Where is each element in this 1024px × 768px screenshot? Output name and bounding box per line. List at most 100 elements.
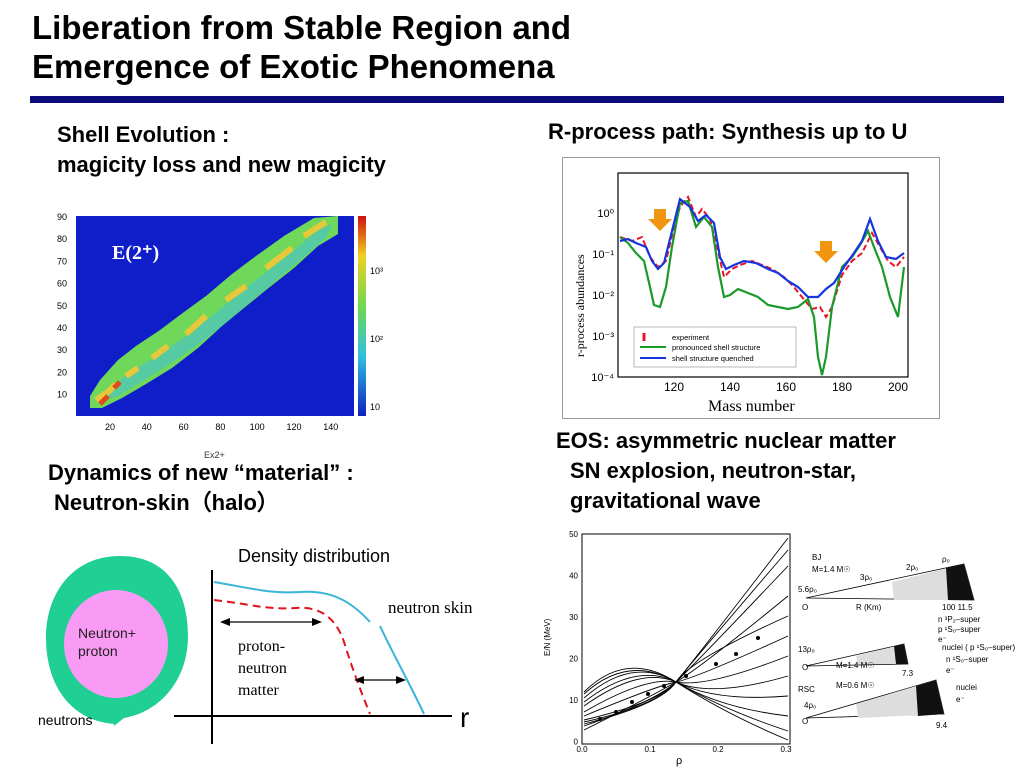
heatmap-x-ticks: 20 40 60 80 100 120 140 <box>105 422 338 432</box>
eos-y-tick: 50 <box>569 530 578 539</box>
star-density-2: 2ρ₀ <box>906 563 918 572</box>
star-nuclei-2: nuclei <box>956 683 977 692</box>
legend-experiment: experiment <box>672 333 710 342</box>
title-underline <box>30 96 1004 103</box>
slide-title-line2: Emergence of Exotic Phenomena <box>32 48 555 85</box>
eos-y-ticks: 50 40 30 20 10 0 <box>569 530 578 747</box>
star-radius-values: 100 11.5 <box>942 603 973 612</box>
eos-y-label: E/N (MeV) <box>543 618 552 656</box>
heatmap-x-tick: 80 <box>215 422 225 432</box>
eos-heading-line1: EOS: asymmetric nuclear matter <box>556 428 896 453</box>
star-density-56: 5.6ρ₀ <box>798 585 817 594</box>
rprocess-y-tick: 10⁻³ <box>592 331 614 343</box>
wedge2-crust <box>894 644 908 664</box>
skin-arrow-left <box>354 676 364 684</box>
rprocess-heading: R-process path: Synthesis up to U <box>548 119 908 144</box>
density-plot <box>174 570 452 744</box>
star-phase-line: p ¹S₀–super <box>938 625 981 634</box>
halo-label: neutrons <box>38 712 93 728</box>
star-radius-73: 7.3 <box>902 669 914 678</box>
wedge3-crust <box>916 680 944 716</box>
skin-arrow-right <box>396 676 406 684</box>
series-experiment <box>619 195 905 319</box>
slide-title: Liberation from Stable Region and Emerge… <box>32 8 571 86</box>
star-origin-2: O <box>802 663 808 672</box>
eos-data-points <box>598 636 760 721</box>
colorbar-tick: 10 <box>370 402 380 412</box>
series-shell-quenched <box>619 197 905 299</box>
rprocess-x-ticks: 120 140 160 180 200 <box>664 380 908 394</box>
rprocess-y-tick: 10⁻² <box>592 290 614 302</box>
star-phase-list: n ³P₂–super p ¹S₀–super e⁻ <box>938 615 981 644</box>
e2-heatmap-figure: 90 80 70 60 50 40 30 20 10 20 40 60 80 100 120 140 10³… <box>57 212 383 460</box>
wedge1-crust <box>946 564 974 600</box>
star-radius-94: 9.4 <box>936 721 948 730</box>
shell-heading-line1: Shell Evolution : <box>57 122 230 147</box>
eos-x-tick: 0.2 <box>712 745 724 754</box>
rprocess-x-tick: 200 <box>888 380 908 394</box>
star-n1s0: n ¹S₀–super <box>946 655 989 664</box>
heatmap-y-tick: 20 <box>57 367 67 377</box>
colorbar-tick: 10³ <box>370 266 383 276</box>
core-label: Neutron+ proton <box>78 625 136 659</box>
eos-x-ticks: 0.0 0.1 0.2 0.3 <box>576 745 792 754</box>
star-bj: BJ <box>812 553 821 562</box>
legend-pronounced: pronounced shell structure <box>672 343 760 352</box>
heatmap-x-tick: 60 <box>179 422 189 432</box>
heatmap-y-tick: 90 <box>57 212 67 222</box>
rprocess-y-label: r-process abundances <box>573 254 587 357</box>
rprocess-frame <box>562 157 940 419</box>
star-density-13: 13ρ₀ <box>798 645 815 654</box>
heatmap-y-tick: 50 <box>57 301 67 311</box>
rprocess-plot-area <box>617 172 909 378</box>
eos-x-tick: 0.1 <box>644 745 656 754</box>
heatmap-x-axis-label: Ex2+ <box>204 450 225 460</box>
matter-arrow-left <box>220 618 230 626</box>
star-rsc: RSC <box>798 685 815 694</box>
heatmap-y-tick: 70 <box>57 256 67 266</box>
eos-x-label: ρ <box>676 755 682 767</box>
heatmap-x-tick: 120 <box>286 422 301 432</box>
rprocess-x-label: Mass number <box>708 398 795 415</box>
arrow-marker-1 <box>648 209 672 231</box>
heatmap-x-tick: 140 <box>323 422 338 432</box>
heatmap-y-ticks: 90 80 70 60 50 40 30 20 10 <box>57 212 67 400</box>
r-axis-label: r <box>460 702 470 733</box>
eos-y-tick: 40 <box>569 572 578 581</box>
neutron-star-diagram: BJ M=1.4 M☉ 5.6ρ₀ 3ρ₀ 2ρ₀ ρ₀ O R (Km) 10… <box>798 553 1015 730</box>
rprocess-chart: r-process abundances 10⁰ 10⁻¹ 10⁻² 10⁻³ 10⁻⁴… <box>562 157 940 419</box>
eos-chart: E/N (MeV) 50 40 30 20 10 0 0.0 0.1 0.2 0.3 ρ <box>543 530 792 767</box>
rprocess-y-tick: 10⁰ <box>597 208 614 220</box>
dynamics-heading-line1: Dynamics of new “material” : <box>48 460 354 485</box>
e2-label: E(2⁺) <box>112 242 160 264</box>
heatmap-x-tick: 100 <box>250 422 265 432</box>
star-origin-1: O <box>802 603 808 612</box>
star-e2: e⁻ <box>956 695 965 704</box>
rprocess-x-tick: 160 <box>776 380 796 394</box>
star-density-4: 4ρ₀ <box>804 701 816 710</box>
dynamics-heading: Dynamics of new “material” : Neutron-ski… <box>48 458 354 518</box>
colorbar-tick: 10² <box>370 334 383 344</box>
slide-title-line1: Liberation from Stable Region and <box>32 9 572 46</box>
heatmap-x-tick: 40 <box>142 422 152 432</box>
shell-heading-line2: magicity loss and new magicity <box>57 152 386 177</box>
density-title: Density distribution <box>238 546 391 566</box>
neutron-skin-curve-upper <box>213 581 371 623</box>
neutron-skin-label: neutron skin <box>388 598 473 617</box>
heatmap-y-tick: 10 <box>57 390 67 400</box>
eos-curves <box>583 537 789 741</box>
rprocess-x-tick: 180 <box>832 380 852 394</box>
star-nuclei-1: nuclei ( p ¹S₀–super) <box>942 643 1015 652</box>
heatmap-peak <box>98 380 122 406</box>
eos-heading-line3: gravitational wave <box>570 488 761 513</box>
heatmap-hotspots <box>94 219 328 403</box>
matter-arrow-right <box>312 618 322 626</box>
eos-y-tick: 20 <box>569 655 578 664</box>
legend-quenched: shell structure quenched <box>672 354 754 363</box>
eos-y-tick: 0 <box>574 738 579 747</box>
eos-x-tick: 0.0 <box>576 745 588 754</box>
star-e1: e⁻ <box>946 666 955 675</box>
eos-y-tick: 10 <box>569 696 578 705</box>
arrow-marker-2 <box>814 241 838 263</box>
heatmap-colorbar <box>358 216 366 416</box>
